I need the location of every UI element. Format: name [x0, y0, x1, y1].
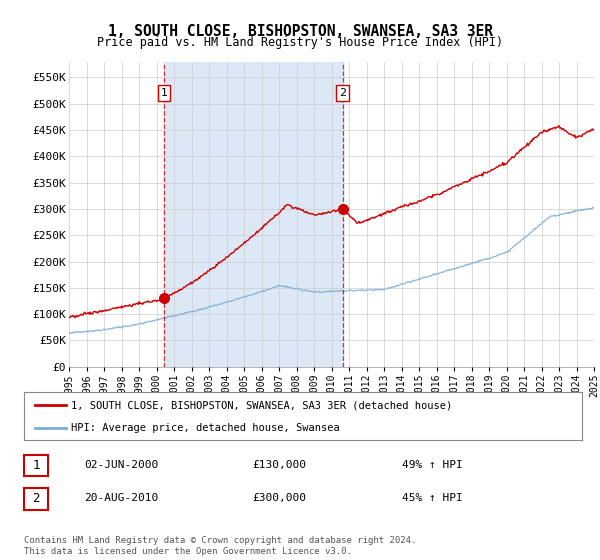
Text: 1, SOUTH CLOSE, BISHOPSTON, SWANSEA, SA3 3ER (detached house): 1, SOUTH CLOSE, BISHOPSTON, SWANSEA, SA3… — [71, 400, 452, 410]
Text: Price paid vs. HM Land Registry's House Price Index (HPI): Price paid vs. HM Land Registry's House … — [97, 36, 503, 49]
Text: 1, SOUTH CLOSE, BISHOPSTON, SWANSEA, SA3 3ER: 1, SOUTH CLOSE, BISHOPSTON, SWANSEA, SA3… — [107, 24, 493, 39]
Text: Contains HM Land Registry data © Crown copyright and database right 2024.
This d: Contains HM Land Registry data © Crown c… — [24, 536, 416, 556]
Text: 02-JUN-2000: 02-JUN-2000 — [84, 460, 158, 470]
Text: HPI: Average price, detached house, Swansea: HPI: Average price, detached house, Swan… — [71, 423, 340, 433]
Text: 1: 1 — [160, 88, 167, 98]
Text: 2: 2 — [339, 88, 346, 98]
Text: 20-AUG-2010: 20-AUG-2010 — [84, 493, 158, 503]
Text: 1: 1 — [32, 459, 40, 472]
Bar — [164, 62, 343, 367]
Text: £300,000: £300,000 — [252, 493, 306, 503]
Text: 2: 2 — [32, 492, 40, 506]
Text: 45% ↑ HPI: 45% ↑ HPI — [402, 493, 463, 503]
Text: 49% ↑ HPI: 49% ↑ HPI — [402, 460, 463, 470]
Text: £130,000: £130,000 — [252, 460, 306, 470]
